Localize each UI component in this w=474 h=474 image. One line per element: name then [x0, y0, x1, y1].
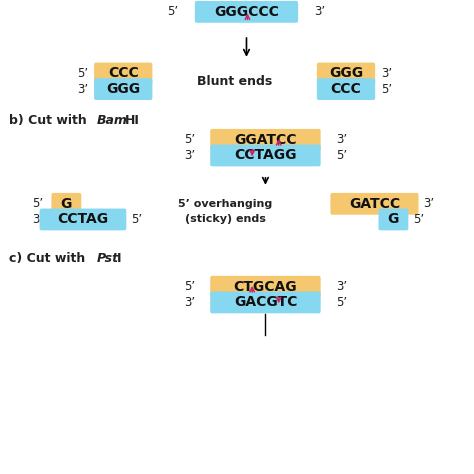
FancyBboxPatch shape: [210, 145, 321, 166]
Text: 5’: 5’: [336, 149, 347, 162]
FancyBboxPatch shape: [210, 129, 321, 151]
Text: GGG: GGG: [329, 66, 363, 81]
FancyBboxPatch shape: [52, 193, 82, 215]
Text: CCC: CCC: [108, 66, 138, 81]
Text: 3’: 3’: [336, 280, 347, 293]
Text: (sticky) ends: (sticky) ends: [185, 214, 265, 225]
FancyBboxPatch shape: [210, 292, 321, 313]
Text: 5’: 5’: [77, 67, 89, 80]
FancyBboxPatch shape: [195, 1, 298, 23]
FancyBboxPatch shape: [378, 209, 408, 230]
FancyBboxPatch shape: [210, 276, 321, 298]
Text: 5’: 5’: [167, 5, 179, 18]
Text: GGATCC: GGATCC: [234, 133, 297, 147]
Text: 3’: 3’: [184, 296, 195, 309]
Text: CCTAG: CCTAG: [57, 212, 109, 227]
Text: c) Cut with: c) Cut with: [9, 252, 90, 265]
Text: I: I: [117, 252, 121, 265]
Text: Pst: Pst: [97, 252, 119, 265]
FancyBboxPatch shape: [94, 63, 152, 84]
Text: GGG: GGG: [106, 82, 140, 96]
Text: 5’: 5’: [381, 82, 392, 96]
Text: Bam: Bam: [97, 114, 128, 128]
Text: 5’: 5’: [184, 280, 195, 293]
Text: 5’: 5’: [184, 133, 195, 146]
Text: 3’: 3’: [32, 213, 44, 226]
Text: 3’: 3’: [381, 67, 392, 80]
Text: G: G: [388, 212, 399, 227]
Text: GACGTC: GACGTC: [234, 295, 297, 310]
FancyBboxPatch shape: [317, 63, 375, 84]
Text: GGGCCC: GGGCCC: [214, 5, 279, 19]
Text: G: G: [61, 197, 72, 211]
FancyBboxPatch shape: [330, 193, 419, 215]
Text: CCC: CCC: [331, 82, 361, 96]
Text: 5’: 5’: [336, 296, 347, 309]
FancyBboxPatch shape: [94, 78, 152, 100]
Text: 5’: 5’: [340, 197, 352, 210]
Text: 3’: 3’: [336, 133, 347, 146]
Text: CTGCAG: CTGCAG: [234, 280, 297, 294]
Text: 3’: 3’: [77, 82, 89, 96]
Text: CCTAGG: CCTAGG: [234, 148, 297, 163]
Text: 5’ overhanging: 5’ overhanging: [178, 199, 272, 209]
Text: 5’: 5’: [32, 197, 44, 210]
Text: 3’: 3’: [184, 149, 195, 162]
Text: HI: HI: [125, 114, 139, 128]
FancyBboxPatch shape: [317, 78, 375, 100]
Text: Blunt ends: Blunt ends: [197, 75, 272, 88]
Text: 3’: 3’: [314, 5, 326, 18]
Text: GATCC: GATCC: [349, 197, 400, 211]
Text: 3’: 3’: [423, 197, 434, 210]
Text: 5’: 5’: [413, 213, 424, 226]
Text: b) Cut with: b) Cut with: [9, 114, 91, 128]
FancyBboxPatch shape: [39, 209, 126, 230]
Text: 5’: 5’: [131, 213, 142, 226]
